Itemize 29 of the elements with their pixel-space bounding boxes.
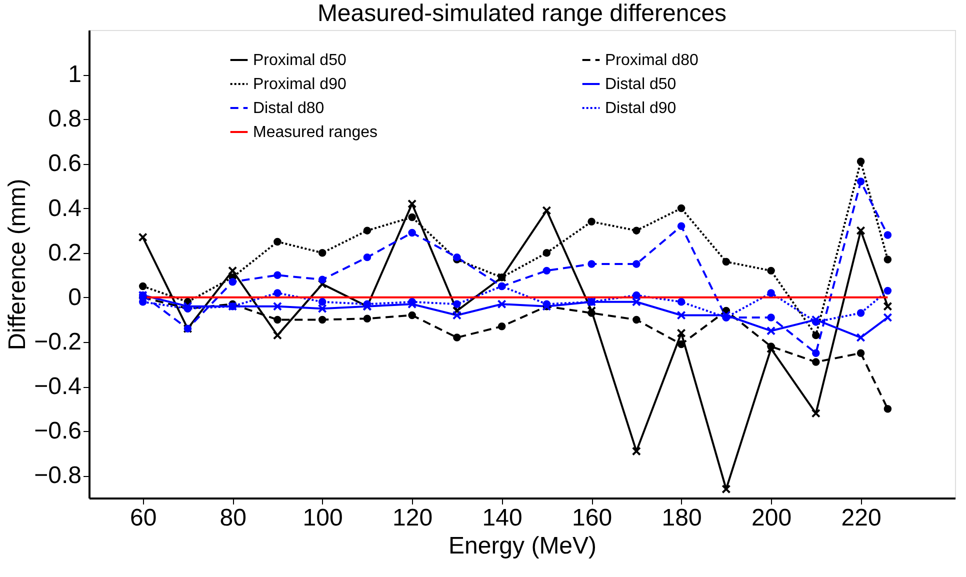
x-tick-label: 100 xyxy=(302,504,343,532)
legend-label: Proximal d50 xyxy=(253,52,346,69)
y-tick-label: 1 xyxy=(68,61,82,88)
chart-title: Measured-simulated range differences xyxy=(317,0,727,27)
legend-label: Distal d80 xyxy=(253,100,324,117)
x-tick-label: 200 xyxy=(752,504,792,532)
x-tick-label: 140 xyxy=(482,504,522,532)
y-tick-label: 0.4 xyxy=(48,194,82,222)
legend-label: Distal d50 xyxy=(605,76,676,93)
x-axis-title: Energy (MeV) xyxy=(448,532,597,560)
legend-label: Proximal d90 xyxy=(253,76,346,93)
y-tick-label: 0 xyxy=(68,284,82,311)
y-tick-label: −0.2 xyxy=(34,328,82,356)
y-axis-title: Difference (mm) xyxy=(4,178,32,350)
y-tick-label: −0.8 xyxy=(34,462,82,490)
x-tick-label: 120 xyxy=(392,504,433,532)
legend-label: Measured ranges xyxy=(253,124,378,141)
x-tick-label: 80 xyxy=(220,504,246,532)
x-tick-label: 60 xyxy=(130,504,157,532)
x-tick-label: 180 xyxy=(662,504,702,532)
legend-label: Proximal d80 xyxy=(605,52,698,69)
x-tick-label: 160 xyxy=(572,504,612,532)
y-tick-label: −0.4 xyxy=(34,373,82,400)
y-tick-label: −0.6 xyxy=(34,418,82,445)
legend-label: Distal d90 xyxy=(605,100,676,117)
y-tick-label: 0.8 xyxy=(48,106,82,133)
x-tick-label: 220 xyxy=(841,504,882,532)
y-tick-label: 0.6 xyxy=(48,150,82,178)
y-tick-label: 0.2 xyxy=(48,239,82,266)
